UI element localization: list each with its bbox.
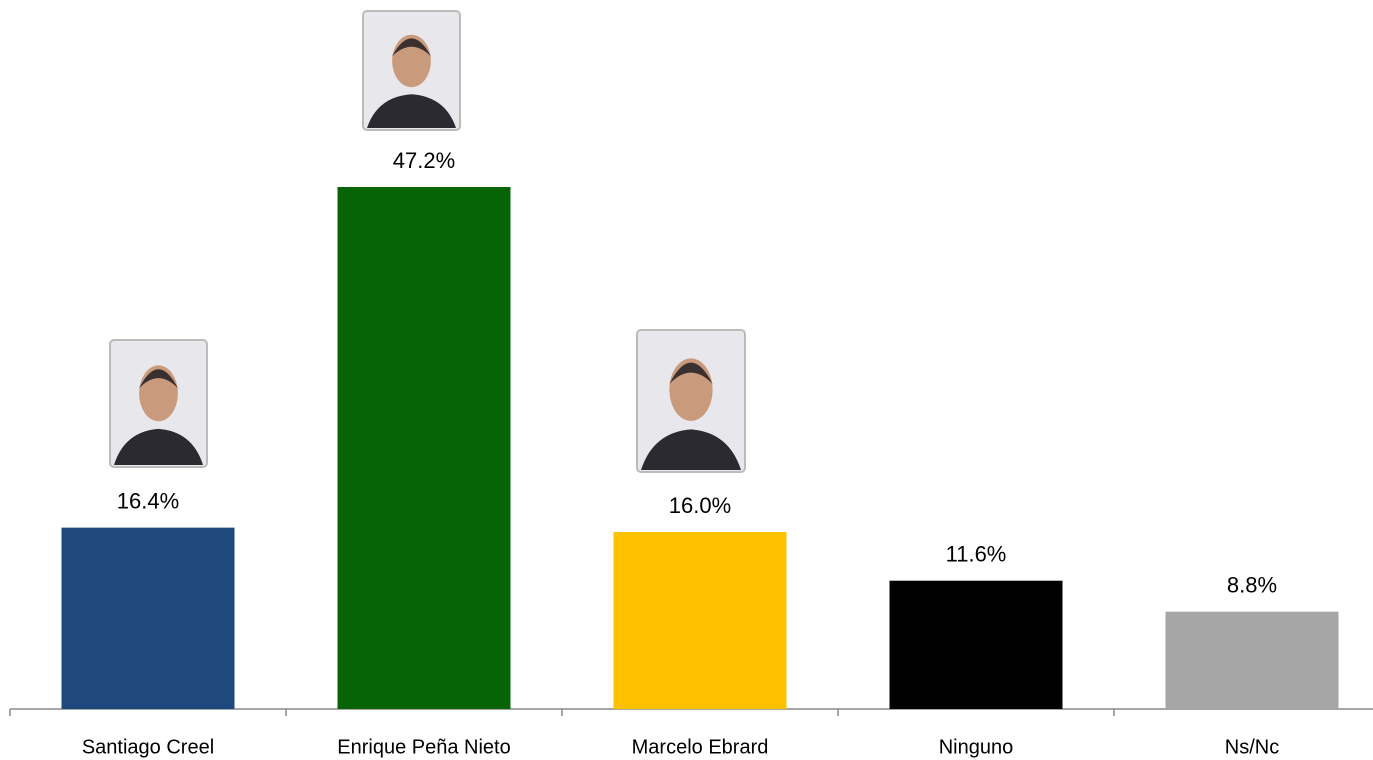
- value-label: 16.4%: [117, 488, 179, 513]
- photo-hair: [139, 369, 178, 389]
- value-label: 47.2%: [393, 148, 455, 173]
- value-label: 16.0%: [669, 493, 731, 518]
- x-tick-label: Enrique Peña Nieto: [337, 736, 510, 758]
- x-tick-label: Ns/Nc: [1225, 736, 1279, 758]
- bar: [61, 527, 235, 709]
- photo-body: [367, 94, 456, 128]
- photo-hair: [392, 38, 431, 57]
- x-tick-label: Ninguno: [939, 736, 1014, 758]
- photo: [109, 339, 208, 468]
- x-tick-label: Marcelo Ebrard: [632, 736, 769, 758]
- photo: [636, 329, 746, 473]
- bar: [613, 532, 787, 709]
- photo: [362, 10, 461, 131]
- bar: [889, 580, 1063, 709]
- bar: [337, 187, 511, 709]
- photo-hair: [669, 362, 713, 384]
- value-label: 11.6%: [946, 542, 1007, 567]
- x-tick-label: Santiago Creel: [82, 736, 214, 758]
- value-label: 8.8%: [1227, 572, 1277, 597]
- bar: [1165, 611, 1339, 709]
- photo-body: [114, 428, 203, 465]
- photo-body: [641, 429, 741, 470]
